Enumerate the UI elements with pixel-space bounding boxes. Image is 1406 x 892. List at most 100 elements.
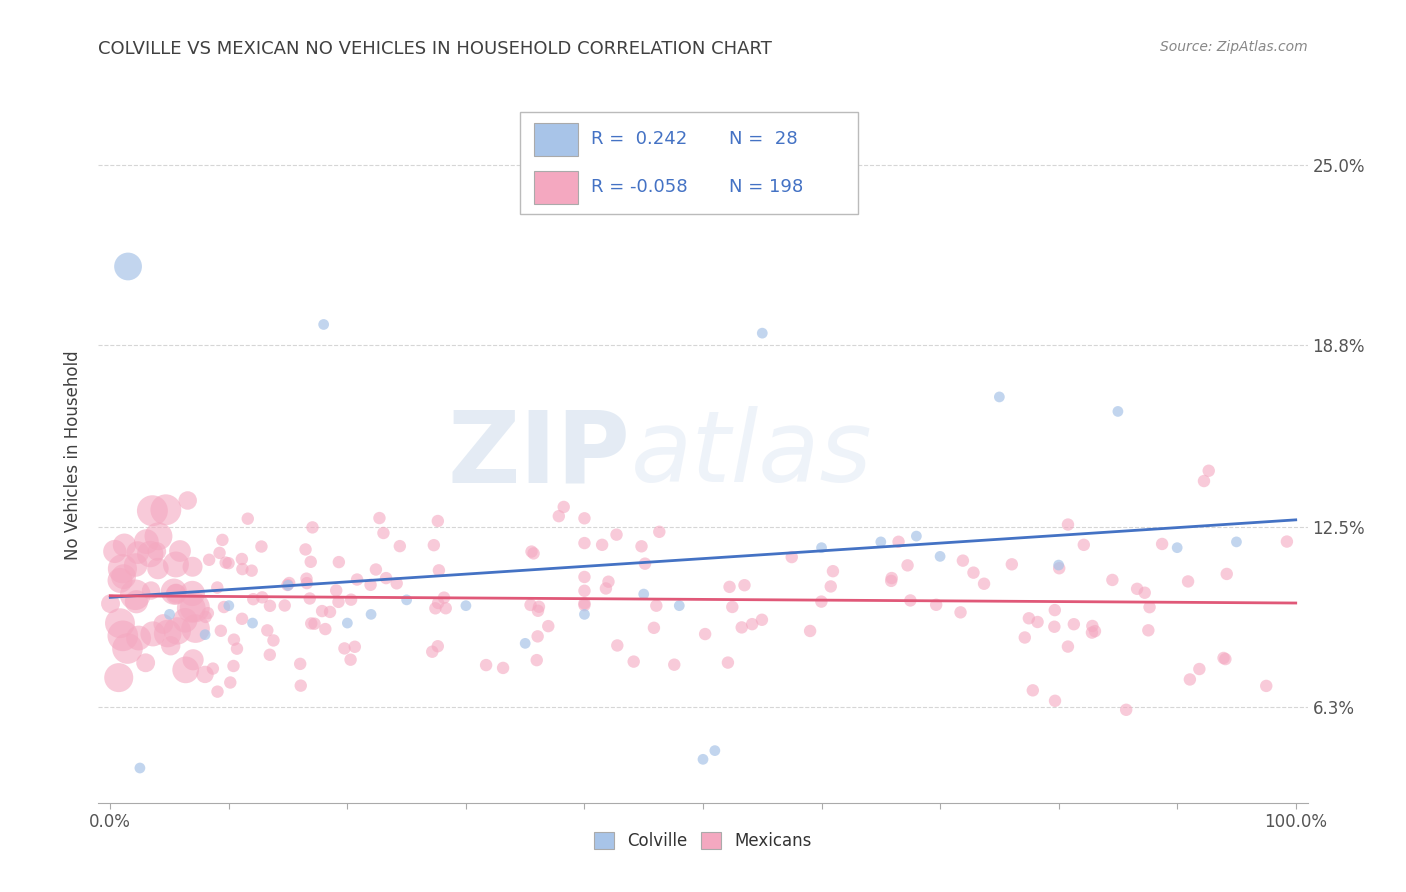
Point	[668, 599, 690, 613]
Text: COLVILLE VS MEXICAN NO VEHICLES IN HOUSEHOLD CORRELATION CHART: COLVILLE VS MEXICAN NO VEHICLES IN HOUSE…	[98, 40, 772, 58]
Point	[420, 645, 443, 659]
Point	[218, 599, 240, 613]
Point	[340, 592, 363, 607]
Point	[880, 571, 903, 585]
Point	[139, 583, 162, 598]
Point	[107, 671, 129, 685]
Point	[1192, 474, 1215, 488]
Point	[240, 564, 263, 578]
Point	[1026, 615, 1049, 629]
Point	[222, 632, 245, 647]
Point	[259, 648, 281, 662]
Point	[606, 639, 628, 653]
Point	[973, 576, 995, 591]
Point	[492, 661, 515, 675]
Point	[312, 318, 335, 332]
Point	[304, 616, 326, 631]
Point	[117, 641, 139, 656]
Point	[364, 562, 387, 576]
Point	[820, 579, 842, 593]
Point	[630, 539, 652, 553]
Point	[1101, 573, 1123, 587]
Point	[262, 633, 284, 648]
Point	[952, 554, 974, 568]
Point	[1133, 585, 1156, 599]
Point	[427, 563, 450, 577]
Point	[319, 605, 342, 619]
Point	[209, 624, 232, 638]
Point	[898, 593, 921, 607]
Point	[988, 390, 1011, 404]
Point	[385, 576, 408, 591]
Point	[212, 600, 235, 615]
Point	[156, 626, 179, 640]
Point	[1212, 651, 1234, 665]
Point	[165, 587, 187, 601]
Point	[259, 599, 281, 613]
Point	[574, 536, 596, 550]
Point	[741, 617, 763, 632]
Point	[929, 549, 952, 564]
Point	[194, 667, 217, 681]
Point	[395, 592, 418, 607]
Point	[155, 503, 177, 517]
Point	[211, 533, 233, 547]
Point	[1107, 404, 1129, 418]
Point	[633, 587, 655, 601]
Point	[360, 578, 382, 592]
Point	[810, 594, 832, 608]
Point	[368, 511, 391, 525]
Text: R = -0.058: R = -0.058	[591, 178, 688, 196]
Point	[346, 573, 368, 587]
Point	[295, 576, 318, 591]
Point	[780, 550, 803, 565]
Point	[1022, 683, 1045, 698]
Point	[1256, 679, 1278, 693]
Point	[537, 619, 560, 633]
Point	[201, 662, 224, 676]
Point	[159, 607, 181, 622]
Point	[1216, 566, 1239, 581]
Point	[112, 538, 135, 552]
Point	[108, 574, 131, 588]
Point	[181, 586, 204, 600]
Point	[595, 582, 617, 596]
Point	[1043, 620, 1066, 634]
Point	[645, 599, 668, 613]
Point	[148, 529, 170, 543]
Point	[218, 556, 240, 570]
Point	[111, 562, 134, 576]
Point	[328, 555, 350, 569]
Point	[734, 578, 756, 592]
Point	[277, 578, 299, 592]
Point	[135, 656, 157, 670]
Point	[1014, 631, 1036, 645]
Point	[135, 534, 157, 549]
Point	[718, 580, 741, 594]
Point	[925, 598, 948, 612]
Point	[1018, 611, 1040, 625]
Point	[273, 599, 295, 613]
Point	[141, 504, 163, 518]
Point	[242, 616, 264, 631]
Point	[1043, 603, 1066, 617]
Bar	[534, 171, 578, 204]
Point	[1043, 694, 1066, 708]
Point	[1225, 535, 1247, 549]
Point	[343, 640, 366, 654]
Point	[250, 540, 273, 554]
Point	[278, 576, 301, 591]
Point	[169, 544, 191, 558]
Point	[159, 639, 181, 653]
Point	[1057, 640, 1080, 654]
Point	[314, 622, 336, 636]
Point	[128, 631, 150, 645]
Point	[181, 559, 204, 574]
Point	[1081, 619, 1104, 633]
Point	[905, 529, 928, 543]
Text: N =  28: N = 28	[730, 130, 799, 148]
Point	[231, 552, 253, 566]
Point	[112, 569, 135, 583]
Point	[198, 553, 221, 567]
Point	[165, 558, 187, 572]
